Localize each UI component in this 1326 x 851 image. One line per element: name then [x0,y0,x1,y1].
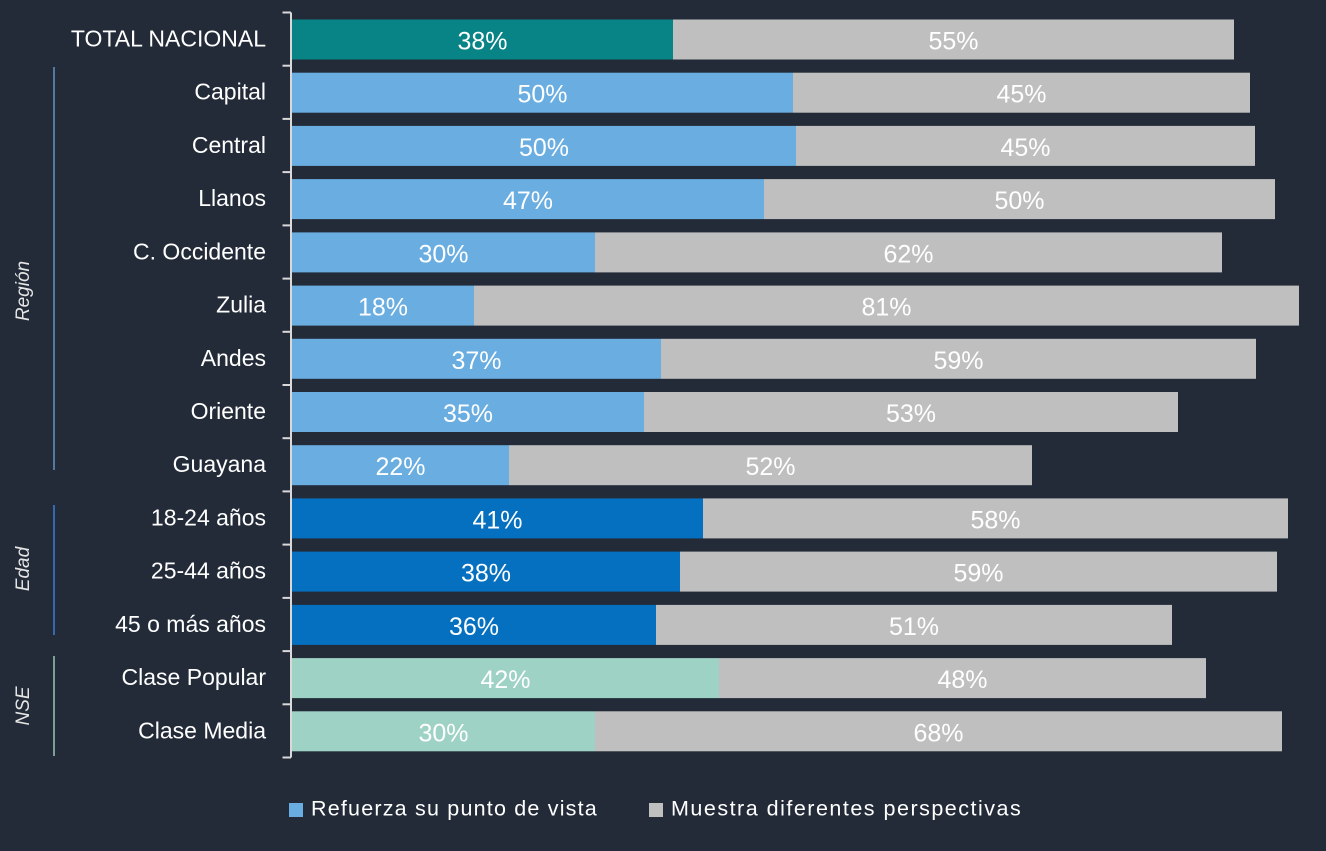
svg-text:42%: 42% [480,666,530,694]
svg-text:38%: 38% [461,560,511,588]
svg-text:NSE: NSE [13,686,34,725]
svg-text:50%: 50% [519,134,569,162]
svg-text:41%: 41% [472,506,522,534]
svg-text:59%: 59% [953,560,1003,588]
svg-text:Guayana: Guayana [173,451,267,477]
svg-text:18%: 18% [358,294,408,322]
svg-text:C. Occidente: C. Occidente [133,238,266,264]
svg-text:Muestra diferentes perspectiva: Muestra diferentes perspectivas [671,797,1022,821]
svg-text:36%: 36% [449,613,499,641]
svg-text:30%: 30% [418,719,468,747]
svg-text:37%: 37% [451,347,501,375]
svg-text:45%: 45% [1000,134,1050,162]
svg-text:Andes: Andes [201,345,266,371]
svg-text:55%: 55% [928,28,978,56]
svg-text:51%: 51% [889,613,939,641]
svg-text:Oriente: Oriente [191,398,266,424]
svg-text:Capital: Capital [194,79,266,105]
svg-text:Zulia: Zulia [216,292,266,318]
svg-text:Central: Central [192,132,266,158]
svg-text:52%: 52% [745,453,795,481]
svg-text:Región: Región [13,261,34,321]
svg-text:Clase Media: Clase Media [138,717,266,743]
svg-text:68%: 68% [913,719,963,747]
svg-text:Clase Popular: Clase Popular [122,664,267,690]
svg-text:Llanos: Llanos [198,185,266,211]
svg-text:18-24 años: 18-24 años [151,504,266,530]
svg-text:25-44 años: 25-44 años [151,558,266,584]
svg-text:45%: 45% [996,81,1046,109]
svg-text:62%: 62% [883,240,933,268]
svg-text:81%: 81% [861,294,911,322]
svg-text:TOTAL NACIONAL: TOTAL NACIONAL [71,26,266,52]
svg-text:Refuerza su punto de vista: Refuerza su punto de vista [311,797,598,821]
svg-text:48%: 48% [937,666,987,694]
svg-text:47%: 47% [503,187,553,215]
svg-text:38%: 38% [457,28,507,56]
svg-text:53%: 53% [886,400,936,428]
svg-text:22%: 22% [375,453,425,481]
svg-text:Edad: Edad [13,545,34,591]
svg-text:30%: 30% [418,240,468,268]
svg-text:58%: 58% [970,506,1020,534]
svg-text:50%: 50% [517,81,567,109]
svg-text:50%: 50% [994,187,1044,215]
svg-text:45 o más años: 45 o más años [115,611,266,637]
svg-text:59%: 59% [933,347,983,375]
svg-text:35%: 35% [443,400,493,428]
